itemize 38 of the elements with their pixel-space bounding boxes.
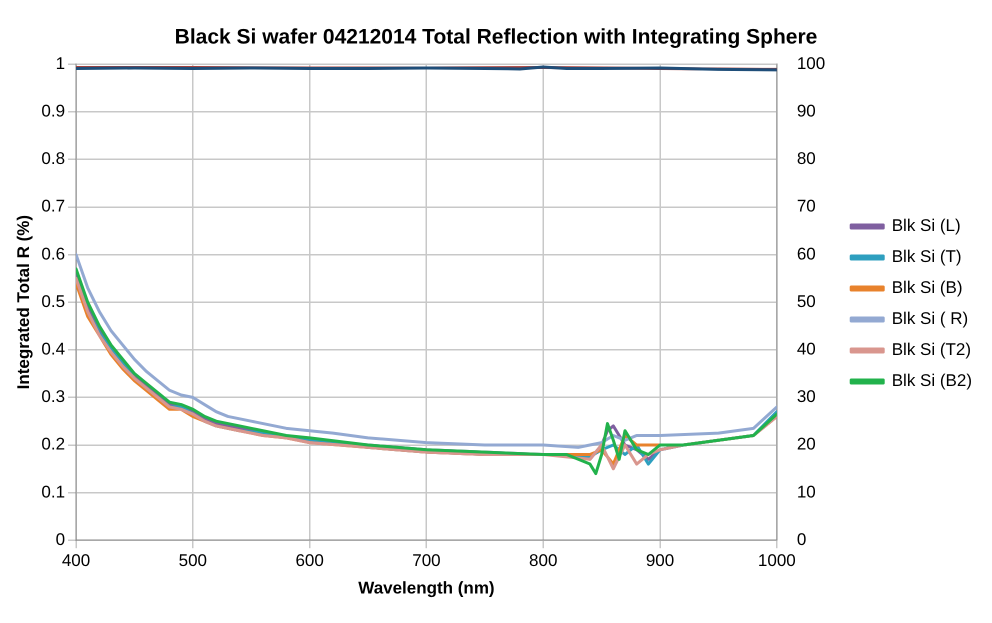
y-tick-label: 1 xyxy=(56,54,66,73)
x-tick-label: 600 xyxy=(295,551,324,570)
y2-tick-label: 50 xyxy=(796,292,816,311)
x-tick-label: 400 xyxy=(62,551,90,570)
y2-tick-label: 80 xyxy=(796,149,816,168)
legend-label: Blk Si (L) xyxy=(892,216,961,236)
y-tick-label: 0.9 xyxy=(41,101,66,120)
legend-label: Blk Si ( R) xyxy=(892,309,968,328)
y-tick-label: 0.1 xyxy=(41,482,66,502)
chart-title: Black Si wafer 04212014 Total Reflection with Integrating Sphere xyxy=(174,25,818,48)
y-tick-label: 0 xyxy=(56,530,66,549)
x-tick-label: 800 xyxy=(529,551,558,570)
y2-tick-label: 0 xyxy=(796,530,806,549)
y2-tick-label: 20 xyxy=(796,434,816,454)
legend-label: Blk Si (T2) xyxy=(892,340,972,360)
legend-label: Blk Si (B2) xyxy=(892,371,972,390)
y2-tick-label: 30 xyxy=(796,387,816,406)
x-tick-label: 1000 xyxy=(758,551,796,570)
y-tick-label: 0.2 xyxy=(41,434,66,454)
y-tick-label: 0.6 xyxy=(41,244,66,264)
y-tick-label: 0.4 xyxy=(41,339,66,358)
x-tick-label: 500 xyxy=(178,551,208,570)
legend-label: Blk Si (B) xyxy=(892,278,963,298)
y2-tick-label: 100 xyxy=(796,54,826,73)
y2-tick-label: 60 xyxy=(796,244,816,264)
y2-tick-label: 10 xyxy=(796,482,816,502)
y-axis-title: Integrated Total R (%) xyxy=(14,214,33,390)
y-tick-label: 0.3 xyxy=(41,387,66,406)
x-tick-label: 900 xyxy=(646,551,674,570)
x-tick-label: 700 xyxy=(412,551,441,570)
y-tick-label: 0.7 xyxy=(41,196,66,216)
y-tick-label: 0.8 xyxy=(41,149,66,168)
y-tick-label: 0.5 xyxy=(41,292,66,311)
y2-tick-label: 70 xyxy=(796,196,816,216)
y2-tick-label: 40 xyxy=(796,339,816,358)
x-axis-title: Wavelength (nm) xyxy=(358,578,495,598)
y2-tick-label: 90 xyxy=(796,101,816,120)
legend-label: Blk Si (T) xyxy=(892,247,962,266)
